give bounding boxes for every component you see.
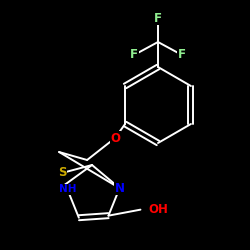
- Text: NH: NH: [58, 184, 76, 194]
- Text: F: F: [154, 12, 162, 24]
- Text: F: F: [130, 48, 138, 62]
- Text: OH: OH: [148, 203, 168, 216]
- Text: N: N: [114, 182, 124, 195]
- Text: O: O: [110, 132, 120, 144]
- Text: S: S: [58, 166, 66, 179]
- Text: F: F: [178, 48, 186, 62]
